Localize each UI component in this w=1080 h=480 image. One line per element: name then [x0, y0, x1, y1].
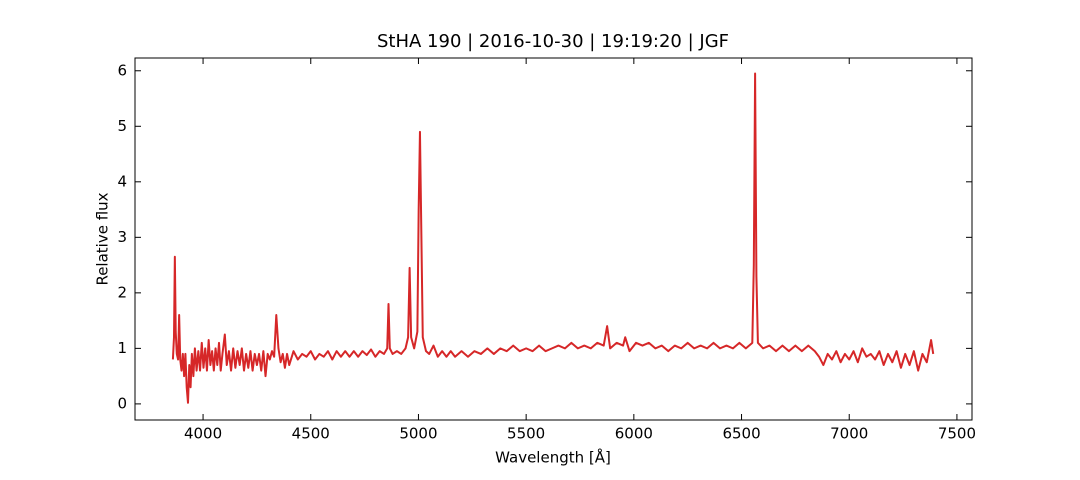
- y-tick-label: 0: [117, 394, 127, 412]
- x-tick-label: 4500: [292, 425, 330, 443]
- x-tick-label: 4000: [184, 425, 222, 443]
- x-axis-label: Wavelength [Å]: [495, 448, 611, 467]
- y-tick-label: 4: [117, 172, 127, 190]
- x-tick-label: 7000: [830, 425, 868, 443]
- x-tick-label: 5000: [399, 425, 437, 443]
- x-tick-label: 6500: [722, 425, 760, 443]
- x-tick-label: 5500: [507, 425, 545, 443]
- plot-frame: [134, 57, 973, 421]
- x-tick-label: 6000: [615, 425, 653, 443]
- y-axis-label: Relative flux: [94, 192, 112, 285]
- spectrum-line: [171, 72, 935, 404]
- y-tick-label: 6: [117, 61, 127, 79]
- y-tick-label: 1: [117, 339, 127, 357]
- x-tick-label: 7500: [938, 425, 976, 443]
- y-tick-label: 2: [117, 283, 127, 301]
- y-tick-label: 5: [117, 117, 127, 135]
- y-tick-label: 3: [117, 228, 127, 246]
- chart-title: StHA 190 | 2016-10-30 | 19:19:20 | JGF: [377, 31, 729, 52]
